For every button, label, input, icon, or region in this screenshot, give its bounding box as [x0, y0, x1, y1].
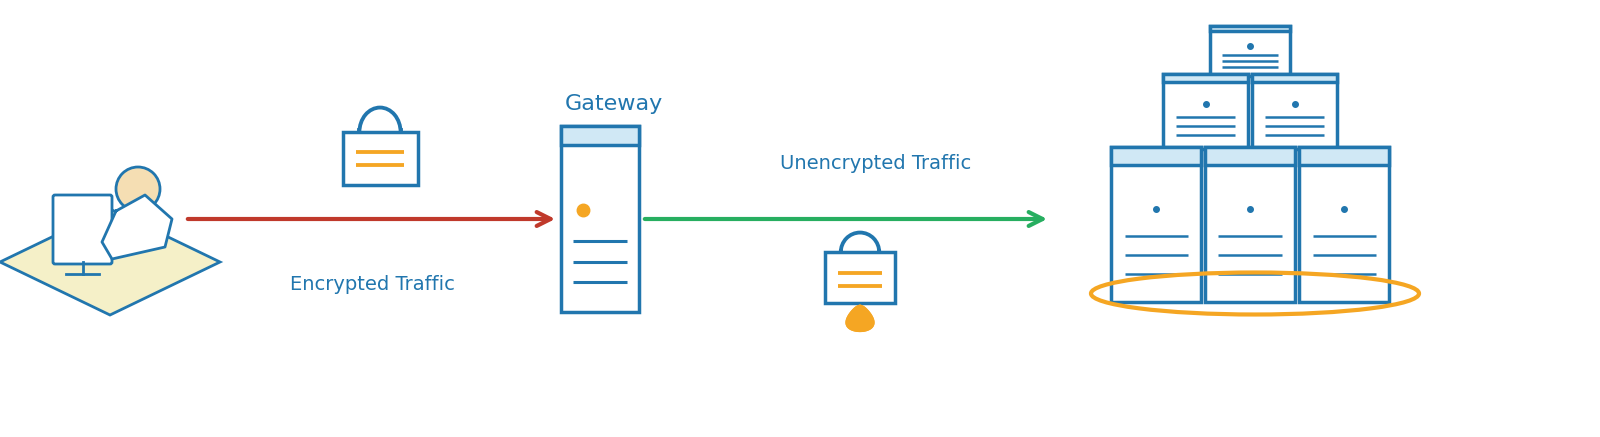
FancyBboxPatch shape: [562, 126, 638, 312]
Text: Encrypted Traffic: Encrypted Traffic: [290, 274, 454, 294]
FancyBboxPatch shape: [1299, 146, 1389, 165]
FancyBboxPatch shape: [1253, 73, 1338, 83]
FancyBboxPatch shape: [1210, 25, 1290, 76]
Polygon shape: [0, 209, 221, 315]
FancyBboxPatch shape: [1299, 146, 1389, 302]
Polygon shape: [846, 305, 874, 331]
Text: Unencrypted Traffic: Unencrypted Traffic: [781, 155, 971, 173]
FancyBboxPatch shape: [1210, 25, 1290, 31]
Text: Gateway: Gateway: [565, 94, 664, 114]
FancyBboxPatch shape: [1205, 146, 1294, 165]
FancyBboxPatch shape: [1110, 146, 1202, 165]
FancyBboxPatch shape: [1163, 73, 1248, 149]
FancyBboxPatch shape: [1110, 146, 1202, 302]
FancyBboxPatch shape: [1163, 73, 1248, 83]
Circle shape: [115, 167, 160, 211]
FancyBboxPatch shape: [826, 252, 894, 303]
FancyBboxPatch shape: [1253, 73, 1338, 149]
FancyBboxPatch shape: [562, 126, 638, 145]
Polygon shape: [102, 195, 173, 259]
FancyBboxPatch shape: [53, 195, 112, 264]
FancyBboxPatch shape: [342, 132, 418, 184]
FancyBboxPatch shape: [1205, 146, 1294, 302]
